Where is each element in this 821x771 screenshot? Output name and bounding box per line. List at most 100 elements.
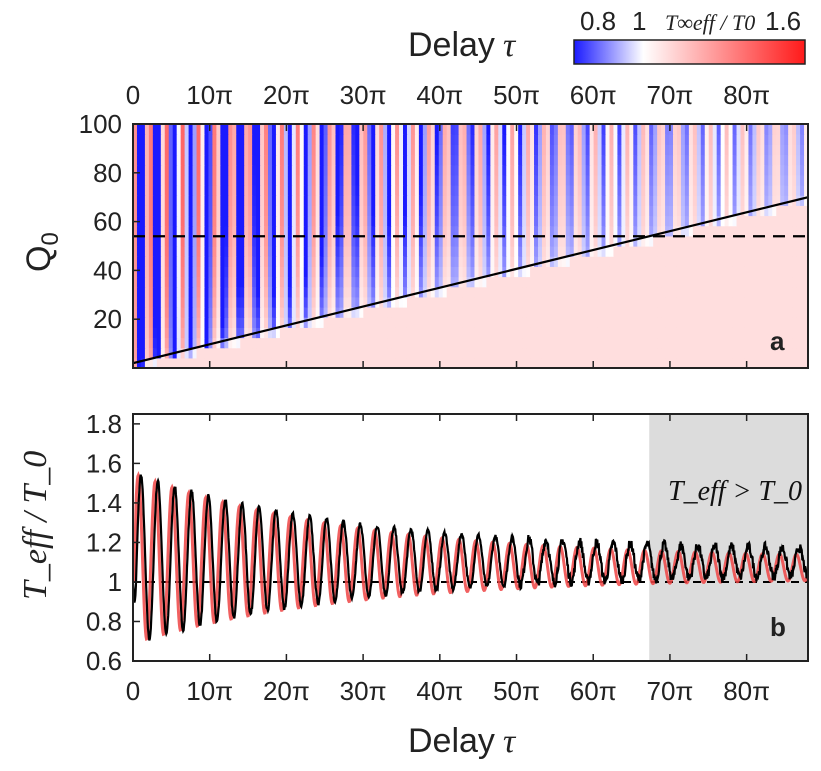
- heatmap-cell: [410, 357, 416, 368]
- heatmap-cell: [279, 246, 285, 257]
- heatmap-cell: [307, 174, 313, 186]
- heatmap-cell: [414, 235, 420, 247]
- heatmap-cell: [764, 134, 769, 145]
- heatmap-cell: [553, 347, 559, 359]
- heatmap-cell: [426, 225, 432, 237]
- heatmap-cell: [696, 317, 702, 328]
- heatmap-cell: [478, 134, 484, 145]
- heatmap-cell: [156, 134, 162, 145]
- heatmap-cell: [395, 144, 400, 156]
- a-y-tick-label: 40: [93, 255, 122, 285]
- heatmap-cell: [720, 337, 726, 349]
- heatmap-cell: [506, 327, 511, 339]
- heatmap-cell: [133, 195, 138, 206]
- heatmap-cell: [474, 347, 480, 359]
- heatmap-cell: [144, 124, 150, 135]
- heatmap-cell: [200, 205, 206, 217]
- heatmap-cell: [220, 134, 225, 145]
- heatmap-cell: [780, 276, 785, 288]
- heatmap-cell: [347, 144, 352, 156]
- heatmap-cell: [204, 124, 210, 135]
- heatmap-cell: [335, 174, 341, 186]
- heatmap-cell: [510, 286, 515, 298]
- heatmap-cell: [224, 307, 229, 318]
- heatmap-cell: [188, 124, 194, 135]
- heatmap-cell: [557, 205, 563, 217]
- heatmap-cell: [418, 154, 424, 166]
- heatmap-cell: [633, 276, 638, 288]
- a-y-tick-label: 100: [79, 109, 122, 139]
- heatmap-cell: [641, 144, 646, 156]
- heatmap-cell: [391, 327, 396, 339]
- heatmap-cell: [470, 205, 476, 217]
- heatmap-cell: [319, 134, 325, 145]
- heatmap-cell: [323, 185, 329, 196]
- heatmap-cell: [446, 347, 452, 359]
- heatmap-cell: [379, 195, 384, 206]
- heatmap-cell: [502, 256, 507, 267]
- heatmap-cell: [740, 246, 746, 257]
- heatmap-cell: [494, 317, 499, 328]
- heatmap-cell: [581, 174, 587, 186]
- heatmap-cell: [692, 296, 698, 308]
- heatmap-cell: [359, 276, 364, 288]
- heatmap-cell: [565, 195, 571, 206]
- heatmap-cell: [780, 286, 785, 298]
- heatmap-cell: [756, 246, 761, 257]
- heatmap-cell: [212, 185, 217, 196]
- heatmap-cell: [283, 337, 289, 349]
- heatmap-cell: [645, 317, 650, 328]
- heatmap-cell: [212, 296, 217, 308]
- heatmap-cell: [609, 337, 615, 349]
- heatmap-cell: [347, 286, 352, 298]
- heatmap-cell: [275, 307, 281, 318]
- heatmap-cell: [351, 307, 356, 318]
- heatmap-cell: [355, 357, 360, 368]
- heatmap-cell: [510, 235, 515, 247]
- heatmap-cell: [403, 235, 408, 247]
- heatmap-cell: [748, 174, 754, 186]
- heatmap-cell: [494, 195, 499, 206]
- heatmap-cell: [553, 124, 559, 135]
- heatmap-cell: [629, 357, 634, 368]
- heatmap-cell: [784, 235, 789, 247]
- heatmap-cell: [688, 347, 694, 359]
- heatmap-cell: [391, 337, 396, 349]
- heatmap-cell: [498, 235, 503, 247]
- heatmap-cell: [287, 185, 293, 196]
- heatmap-cell: [724, 357, 730, 368]
- heatmap-cell: [148, 174, 154, 186]
- heatmap-cell: [240, 357, 245, 368]
- heatmap-cell: [680, 124, 686, 135]
- heatmap-cell: [522, 225, 527, 237]
- heatmap-cell: [629, 317, 634, 328]
- heatmap-cell: [232, 235, 237, 247]
- heatmap-cell: [438, 185, 444, 196]
- heatmap-cell: [252, 337, 257, 349]
- heatmap-cell: [490, 134, 495, 145]
- heatmap-cell: [271, 174, 277, 186]
- heatmap-cell: [724, 215, 730, 227]
- heatmap-cell: [458, 317, 464, 328]
- heatmap-cell: [641, 164, 646, 176]
- heatmap-cell: [486, 246, 491, 257]
- heatmap-cell: [760, 357, 765, 368]
- heatmap-cell: [740, 337, 746, 349]
- heatmap-cell: [490, 307, 495, 318]
- heatmap-cell: [204, 174, 210, 186]
- heatmap-cell: [800, 134, 805, 145]
- heatmap-cell: [780, 195, 785, 206]
- heatmap-cell: [275, 266, 281, 278]
- heatmap-cell: [256, 276, 261, 288]
- heatmap-cell: [136, 154, 142, 166]
- heatmap-cell: [140, 205, 146, 217]
- heatmap-cell: [458, 174, 464, 186]
- heatmap-cell: [756, 185, 761, 196]
- heatmap-cell: [744, 154, 750, 166]
- heatmap-cell: [609, 347, 615, 359]
- heatmap-cell: [498, 357, 503, 368]
- heatmap-cell: [176, 144, 182, 156]
- heatmap-cell: [661, 246, 666, 257]
- heatmap-cell: [526, 134, 531, 145]
- heatmap-cell: [700, 337, 706, 349]
